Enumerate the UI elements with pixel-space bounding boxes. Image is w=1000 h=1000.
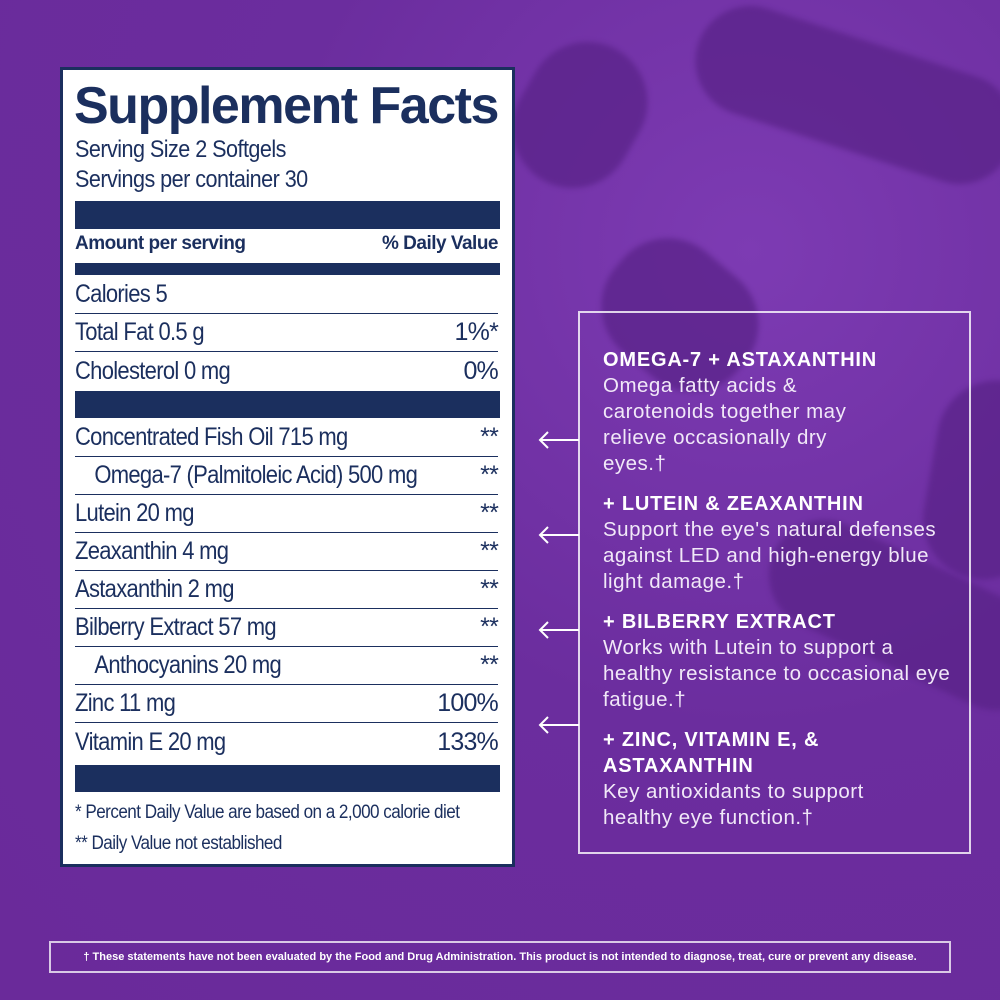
nutrient-row: Omega-7 (Palmitoleic Acid) 500 mg **: [75, 457, 499, 495]
arrow-left-icon: [538, 431, 579, 449]
nutrient-dv: **: [480, 499, 499, 527]
column-header: Amount per serving % Daily Value: [75, 233, 499, 255]
nutrient-dv: **: [480, 575, 499, 603]
nutrient-dv: 1%*: [454, 318, 499, 346]
nutrient-name: Cholesterol 0 mg: [75, 356, 231, 385]
benefit-omega7: OMEGA-7 + ASTAXANTHIN Omega fatty acids &…: [603, 347, 969, 477]
benefit-text: Key antioxidants to support healthy eye …: [603, 780, 864, 829]
supplement-facts-label: Supplement Facts Serving Size 2 Softgels…: [60, 67, 515, 867]
nutrient-name: Total Fat 0.5 g: [75, 318, 205, 346]
nutrient-dv: 133%: [437, 727, 499, 756]
divider-bar: [75, 391, 500, 418]
benefit-title: + ZINC, VITAMIN E, & ASTAXANTHIN: [603, 729, 820, 777]
nutrient-name: Zinc 11 mg: [75, 689, 176, 717]
nutrient-dv: **: [480, 651, 499, 679]
servings-per-container: Servings per container 30: [75, 166, 308, 193]
benefit-title: OMEGA-7 + ASTAXANTHIN: [603, 349, 878, 371]
nutrient-dv: 0%: [463, 356, 498, 385]
nutrient-row: Calories 5: [75, 276, 498, 314]
benefit-zinc: + ZINC, VITAMIN E, & ASTAXANTHIN Key anti…: [603, 727, 969, 831]
nutrient-row: Cholesterol 0 mg 0%: [75, 352, 499, 390]
nutrient-row: Concentrated Fish Oil 715 mg **: [75, 419, 499, 457]
fda-disclaimer: † These statements have not been evaluat…: [49, 941, 951, 973]
arrow-left-icon: [538, 526, 579, 544]
benefit-text: Omega fatty acids & carotenoids together…: [603, 374, 847, 475]
nutrient-name: Vitamin E 20 mg: [75, 727, 226, 756]
nutrient-row: Astaxanthin 2 mg **: [75, 571, 499, 609]
nutrient-row: Zeaxanthin 4 mg **: [75, 533, 499, 571]
nutrient-name: Anthocyanins 20 mg: [94, 651, 282, 679]
serving-size: Serving Size 2 Softgels: [75, 136, 286, 163]
nutrient-row: Zinc 11 mg 100%: [75, 685, 499, 723]
arrow-left-icon: [538, 621, 579, 639]
divider-bar: [75, 201, 500, 229]
benefit-text: Support the eye's natural defenses again…: [603, 518, 937, 593]
nutrient-dv: **: [480, 537, 499, 565]
nutrient-name: Lutein 20 mg: [75, 499, 194, 527]
nutrient-name: Astaxanthin 2 mg: [75, 575, 234, 603]
nutrient-name: Zeaxanthin 4 mg: [75, 537, 229, 565]
label-title: Supplement Facts: [74, 77, 499, 135]
benefit-text: Works with Lutein to support a healthy r…: [603, 636, 951, 711]
dv-header: % Daily Value: [381, 233, 499, 254]
nutrient-name: Concentrated Fish Oil 715 mg: [75, 423, 348, 451]
arrow-left-icon: [538, 716, 579, 734]
nutrient-row: Vitamin E 20 mg 133%: [75, 723, 499, 761]
benefit-title: + LUTEIN & ZEAXANTHIN: [603, 493, 864, 515]
nutrient-dv: 100%: [437, 689, 499, 717]
nutrient-dv: **: [480, 613, 499, 641]
nutrient-name: Omega-7 (Palmitoleic Acid) 500 mg: [94, 461, 418, 489]
nutrient-row: Anthocyanins 20 mg **: [75, 647, 499, 685]
nutrient-dv: **: [480, 461, 499, 489]
nutrient-row: Lutein 20 mg **: [75, 495, 499, 533]
benefit-lutein: + LUTEIN & ZEAXANTHIN Support the eye's n…: [603, 491, 969, 595]
amount-header: Amount per serving: [75, 233, 246, 254]
nutrient-row: Total Fat 0.5 g 1%*: [75, 314, 499, 352]
benefits-panel: OMEGA-7 + ASTAXANTHIN Omega fatty acids &…: [578, 311, 971, 854]
footnote-dv-not-established: ** Daily Value not established: [75, 833, 282, 854]
nutrient-name: Calories 5: [75, 280, 168, 308]
nutrient-row: Bilberry Extract 57 mg **: [75, 609, 499, 647]
divider-bar: [75, 263, 500, 275]
benefit-bilberry: + BILBERRY EXTRACT Works with Lutein to s…: [603, 609, 969, 713]
nutrient-name: Bilberry Extract 57 mg: [75, 613, 277, 641]
footnote-percent-dv: * Percent Daily Value are based on a 2,0…: [75, 802, 460, 823]
nutrient-dv: **: [480, 423, 499, 451]
divider-bar: [75, 765, 500, 792]
benefit-title: + BILBERRY EXTRACT: [603, 611, 836, 633]
